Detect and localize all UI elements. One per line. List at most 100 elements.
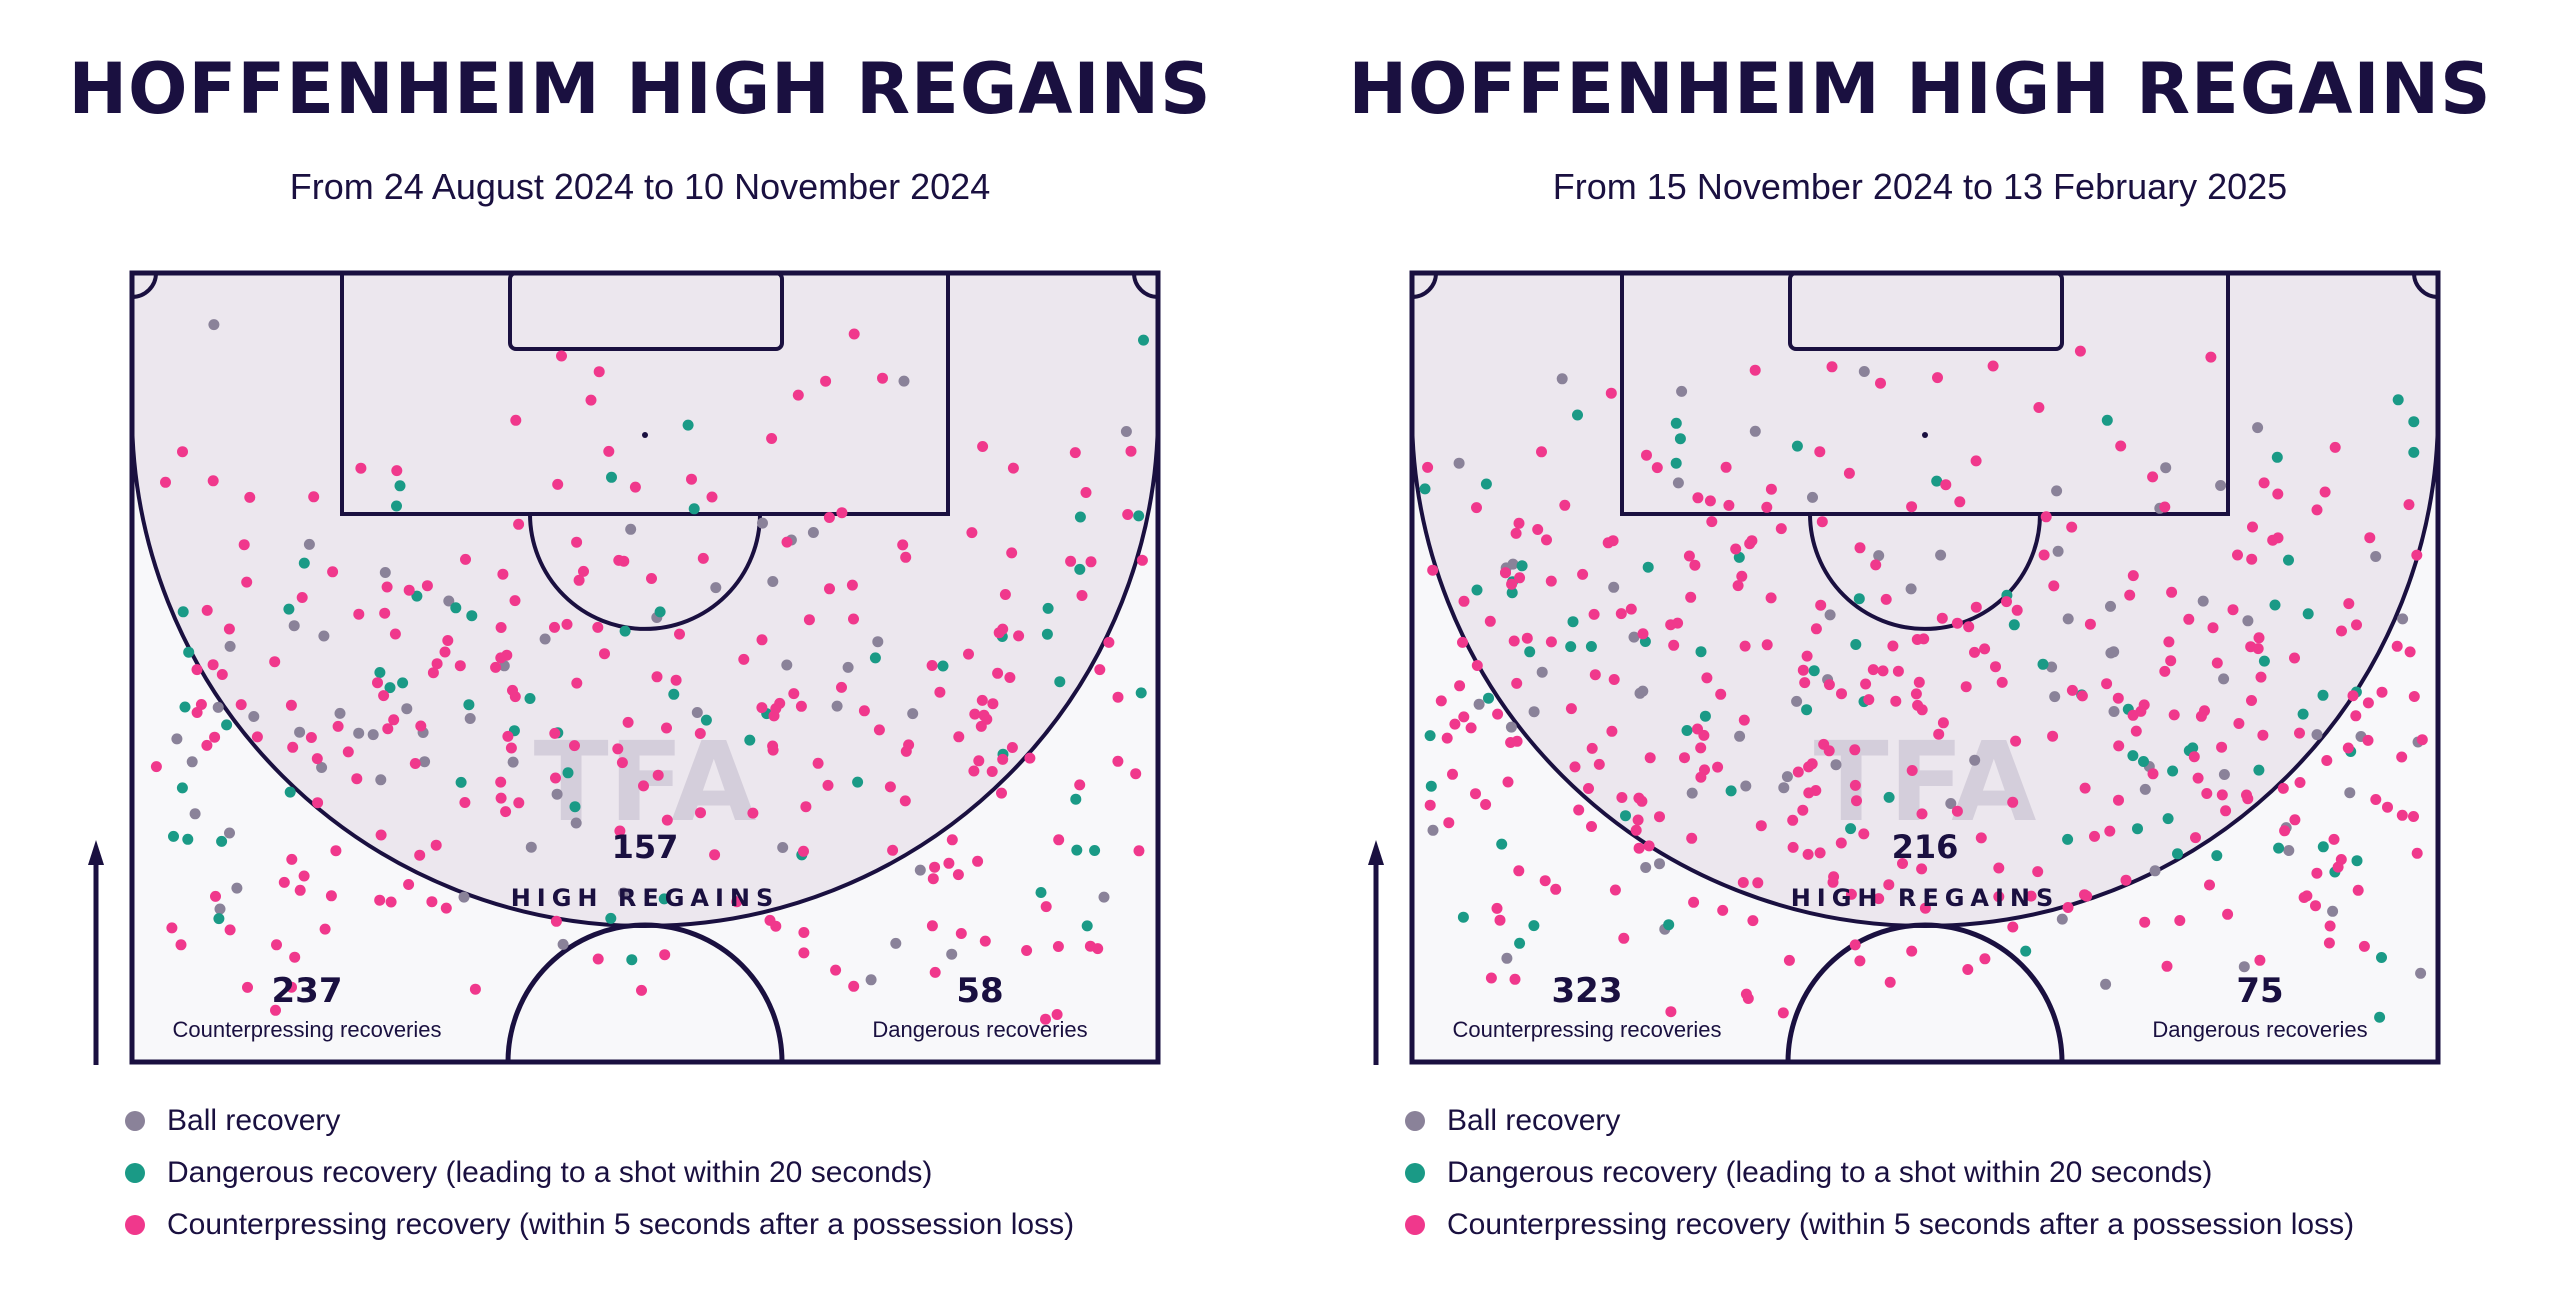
- recovery-dot-counter: [899, 795, 911, 807]
- recovery-dot-dangerous: [524, 693, 536, 704]
- recovery-dot-counter: [403, 584, 415, 596]
- recovery-dot-counter: [926, 920, 938, 932]
- recovery-dot-counter: [372, 677, 383, 689]
- recovery-dot-counter: [311, 753, 323, 765]
- recovery-dot-dangerous: [284, 786, 296, 798]
- recovery-dot-counter: [1565, 703, 1577, 715]
- centre-circle-arc: [1785, 922, 2065, 1063]
- recovery-dot-dangerous: [168, 830, 179, 842]
- recovery-dot-counter: [695, 807, 706, 819]
- recovery-dot-ball: [767, 576, 779, 587]
- recovery-dot-counter: [513, 518, 525, 530]
- recovery-dot-counter: [2362, 697, 2374, 709]
- recovery-dot-counter: [697, 552, 709, 564]
- recovery-dot-counter: [388, 714, 400, 726]
- recovery-dot-counter: [507, 684, 518, 696]
- legend-item-ball: Ball recovery: [125, 1095, 1074, 1147]
- recovery-dot-ball: [1676, 385, 1688, 397]
- recovery-dot-counter: [2101, 678, 2113, 690]
- recovery-dot-counter: [1692, 723, 1703, 735]
- recovery-dot-dangerous: [183, 646, 195, 658]
- recovery-dot-counter: [812, 757, 824, 769]
- recovery-dot-ball: [2160, 462, 2172, 474]
- recovery-dot-dangerous: [374, 667, 386, 678]
- recovery-dot-counter: [1738, 714, 1750, 726]
- recovery-dot-counter: [1569, 761, 1581, 773]
- recovery-dot-counter: [1823, 679, 1835, 691]
- recovery-dot-counter: [1890, 695, 1902, 707]
- recovery-dot-dangerous: [2351, 855, 2363, 867]
- recovery-dot-dangerous: [605, 912, 617, 924]
- recovery-dot-counter: [2130, 725, 2142, 737]
- recovery-dot-ball: [2197, 595, 2209, 607]
- legend-dot-counter: [1405, 1215, 1425, 1235]
- recovery-dot-counter: [1845, 888, 1857, 900]
- recovery-dot-counter: [2324, 920, 2336, 932]
- recovery-dot-counter: [2408, 691, 2420, 702]
- recovery-dot-counter: [442, 635, 454, 646]
- recovery-dot-counter: [2084, 618, 2096, 630]
- recovery-dot-counter: [999, 589, 1011, 600]
- recovery-dot-dangerous: [937, 660, 949, 672]
- recovery-dot-counter: [2311, 867, 2323, 879]
- recovery-dot-counter: [1880, 593, 1892, 605]
- recovery-dot-dangerous: [1808, 665, 1820, 677]
- recovery-dot-counter: [1637, 628, 1649, 640]
- recovery-dot-counter: [497, 568, 509, 580]
- recovery-dot-counter: [1823, 745, 1835, 757]
- recovery-dot-counter: [550, 772, 561, 784]
- recovery-dot-counter: [2001, 596, 2012, 608]
- recovery-dot-counter: [2376, 686, 2388, 698]
- recovery-dot-counter: [495, 792, 507, 804]
- recovery-dot-counter: [287, 741, 299, 753]
- recovery-dot-ball: [781, 659, 793, 671]
- recovery-dot-counter: [1136, 554, 1148, 566]
- recovery-dot-counter: [1787, 814, 1799, 826]
- recovery-dot-counter: [2416, 734, 2428, 746]
- recovery-dot-counter: [858, 705, 870, 717]
- recovery-dot-counter: [2321, 755, 2333, 766]
- recovery-dot-counter: [1765, 483, 1777, 495]
- recovery-dot-counter: [1589, 669, 1601, 681]
- recovery-dot-counter: [2246, 695, 2257, 706]
- recovery-dot-dangerous: [1138, 334, 1149, 346]
- recovery-dot-dangerous: [463, 699, 475, 711]
- recovery-dot-ball: [2344, 787, 2356, 799]
- recovery-dot-counter: [1970, 455, 1982, 467]
- recovery-dot-counter: [2183, 613, 2195, 625]
- recovery-dot-counter: [296, 592, 308, 603]
- centre-circle-arc: [505, 922, 785, 1063]
- recovery-dot-counter: [1951, 617, 1963, 629]
- recovery-dot-counter: [1074, 779, 1086, 791]
- recovery-dot-counter: [2011, 604, 2023, 616]
- recovery-dot-ball: [367, 729, 379, 741]
- recovery-dot-counter: [877, 372, 888, 384]
- recovery-dot-ball: [2242, 615, 2254, 627]
- recovery-dot-dangerous: [1528, 920, 1540, 932]
- recovery-dot-counter: [2258, 477, 2270, 489]
- recovery-dot-counter: [2104, 825, 2116, 837]
- recovery-dot-counter: [1747, 915, 1759, 927]
- recovery-dot-ball: [551, 788, 563, 800]
- recovery-dot-counter: [2362, 734, 2374, 746]
- recovery-dot-counter: [2233, 718, 2245, 729]
- recovery-dot-counter: [1615, 608, 1627, 620]
- recovery-dot-counter: [1633, 792, 1645, 804]
- recovery-dot-counter: [2025, 890, 2037, 902]
- recovery-dot-counter: [2352, 884, 2364, 896]
- recovery-dot-counter: [2382, 801, 2393, 813]
- recovery-dot-counter: [1665, 1006, 1677, 1018]
- recovery-dot-counter: [900, 745, 912, 757]
- recovery-dot-counter: [1511, 735, 1523, 747]
- recovery-dot-counter: [201, 604, 213, 616]
- recovery-dot-counter: [1814, 446, 1826, 458]
- recovery-dot-dangerous: [384, 682, 396, 694]
- recovery-dot-ball: [1453, 457, 1465, 469]
- recovery-dot-counter: [1746, 535, 1758, 547]
- recovery-dot-counter: [774, 697, 786, 709]
- recovery-dot-counter: [1884, 976, 1896, 988]
- recovery-dot-counter: [1007, 462, 1019, 474]
- recovery-dot-ball: [1791, 695, 1803, 707]
- recovery-dot-counter: [2342, 742, 2354, 754]
- recovery-dot-counter: [1910, 688, 1922, 700]
